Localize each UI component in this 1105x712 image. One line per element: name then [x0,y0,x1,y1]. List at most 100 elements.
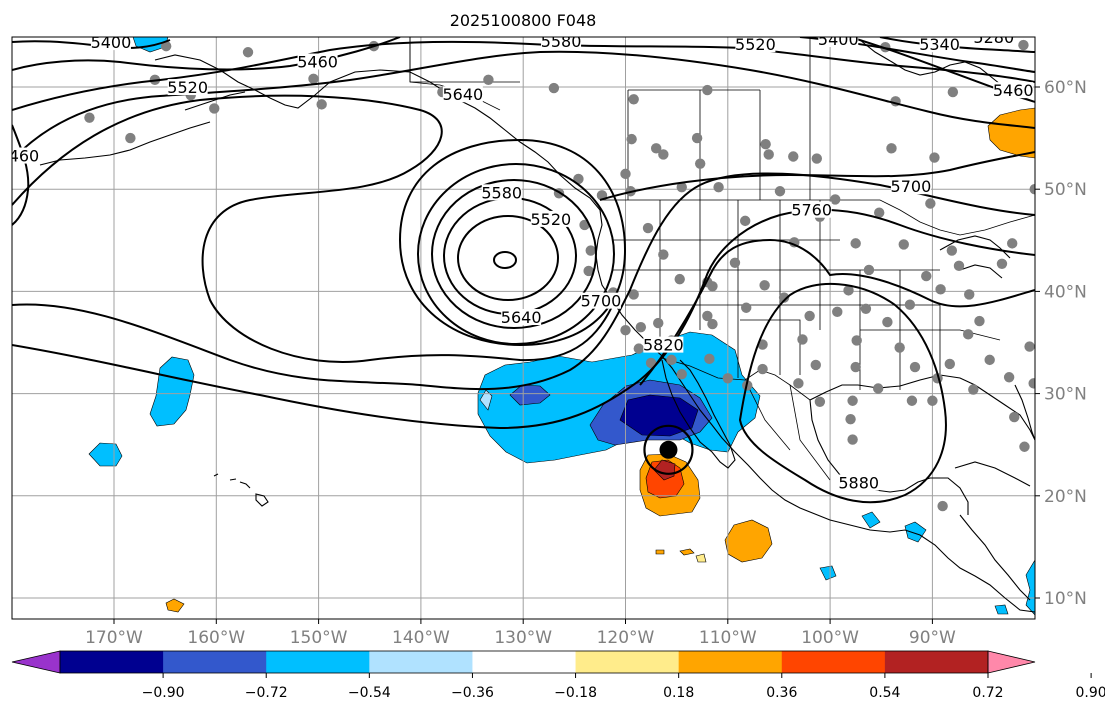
positive-anomaly-blob-1 [724,519,773,563]
contour-label: 5580 [541,32,582,51]
contour-label: 5760 [791,201,832,220]
lat-label: 50°N [1044,180,1087,200]
border-mexico-states [744,379,831,481]
positive-anomaly-blob-6 [695,553,707,563]
station-dot [963,329,974,340]
lat-label: 40°N [1044,282,1087,302]
station-dot [984,354,995,366]
station-dot [628,94,639,105]
contour-label-bg [973,37,1014,45]
station-dot [759,280,770,291]
station-dot [666,354,677,366]
station-dot [741,302,752,313]
longitude-labels: 170°W 160°W 150°W 140°W 130°W 120°W 110°W 100°W… [85,619,956,648]
station-dot [1018,39,1029,51]
contour-5760 [12,208,1035,430]
station-dot [739,215,751,227]
contour-label: 5400 [818,30,859,49]
station-dot [658,149,669,160]
station-dot [242,47,254,58]
colorbar-tick-label: 0.72 [972,685,1003,701]
station-dot [1003,372,1015,383]
station-dot [830,194,841,205]
contour-low-6 [398,138,627,347]
station-dot [548,82,560,94]
contour-5580 [12,50,1035,161]
station-dot [847,434,858,445]
station-dot [635,321,647,333]
contour-label-bg [167,79,208,96]
latitude-labels: 60°N 50°N 40°N 30°N 20°N 10°N [1035,78,1087,609]
station-dot [650,143,662,154]
station-dot [316,99,327,110]
contour-label: 5280 [973,28,1014,47]
contour-label-bg [12,147,39,164]
colorbar-extend-high [987,650,1036,674]
contour-label-bg [735,37,776,53]
station-dot [843,285,854,296]
colorbar-swatch [163,651,267,673]
map-title: 2025100800 F048 [450,11,597,30]
map-layers: 5400 5460 5520 5460 5580 5640 5520 5400 5340 5280… [0,28,1035,619]
station-dot [886,143,897,154]
station-dot [676,181,687,193]
station-dot [674,273,685,285]
lon-label: 160°W [187,628,245,648]
colorbar-swatch [266,651,370,673]
colorbar-swatch [60,651,164,673]
station-dot [620,325,631,336]
colorbar-tick-label: 0.54 [869,685,900,701]
station-dot [1029,184,1035,195]
contour-label: 5640 [442,85,483,104]
station-dot [863,264,875,276]
contour-label-bg [481,184,522,201]
lon-label: 100°W [801,628,859,648]
station-dot [1006,238,1018,249]
station-dot [713,181,724,193]
contour-label: 5700 [891,177,932,196]
station-dot [929,152,940,163]
contour-5700 [12,172,1035,391]
station-dot [937,500,948,512]
border-box-alaska [409,37,520,83]
contour-low-1 [493,251,517,269]
contour-label-bg [890,178,931,195]
station-dot [707,318,718,330]
lon-label: 140°W [392,628,450,648]
station-dot [904,299,916,310]
contour-label: 5460 [0,147,39,166]
contour-label-bg [297,53,338,70]
lon-label: 110°W [699,628,757,648]
station-dot [804,310,815,322]
station-dot [653,317,664,329]
station-dot [308,73,319,85]
contour-label: 5520 [530,210,571,229]
lon-label: 130°W [494,628,552,648]
station-dot [832,306,843,318]
station-dot [935,284,946,295]
colorbar-tick-label: −0.36 [451,685,494,701]
station-dot [1009,411,1020,423]
border-us-canada [602,199,1035,236]
negative-anomaly-blob-4 [819,565,837,581]
colorbar-swatch [678,651,783,673]
contour-5640 [12,94,616,363]
station-dot [874,207,885,218]
station-dot [626,133,637,145]
station-dot [814,396,826,407]
station-dot [811,153,823,164]
station-dot [944,358,955,370]
coastline-baja [661,359,736,469]
station-dot [620,168,631,180]
contour-label: 5880 [838,474,879,493]
coastline-florida [1014,384,1035,441]
station-dot [964,289,975,300]
contour-label: 5460 [993,81,1034,100]
contour-label: 5640 [501,308,542,327]
contour-label-bg [791,201,832,218]
lat-label: 10°N [1044,589,1087,609]
contour-label: 5520 [167,78,208,97]
station-dot [850,361,861,373]
station-dot [694,158,706,169]
